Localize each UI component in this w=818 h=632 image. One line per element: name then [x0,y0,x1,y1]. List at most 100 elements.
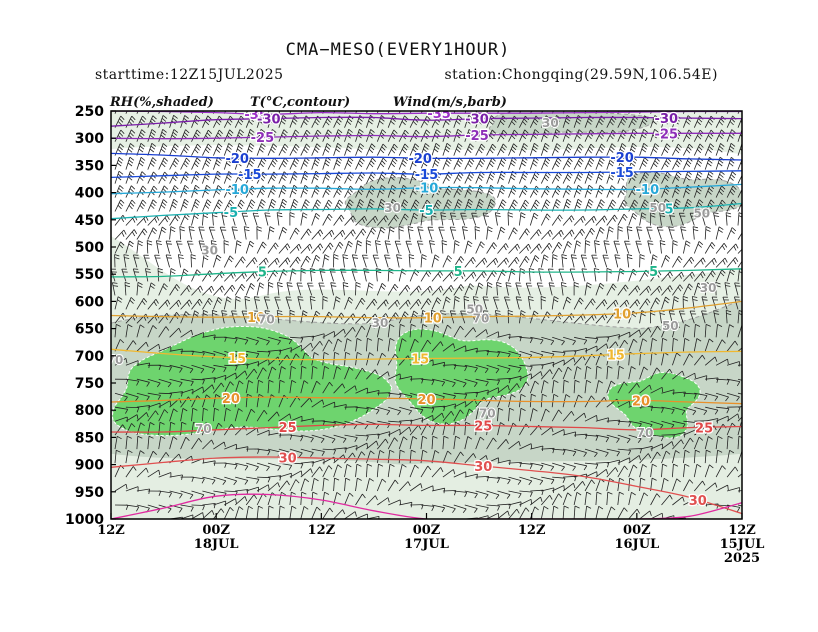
wind-barb [661,254,671,268]
wind-barb [431,254,440,268]
wind-barb [256,241,267,254]
temperature-contour [111,152,742,161]
wind-barb [158,490,172,498]
wind-barb [639,453,652,464]
temperature-contour-label: -15 [238,168,262,183]
wind-barb [475,378,489,387]
wind-barb [180,421,187,436]
wind-barb [672,284,684,296]
wind-barb [136,282,143,296]
wind-barb [453,401,467,408]
wind-barb [431,270,443,282]
wind-barb [453,471,467,478]
wind-barb [387,214,399,226]
wind-barb [147,435,154,450]
wind-barb [562,157,573,170]
wind-barb [617,299,630,310]
wind-barb [355,493,366,506]
wind-barb [213,500,227,507]
wind-barb [245,142,255,156]
wind-barb [442,271,455,282]
wind-barb [704,338,714,352]
wind-barb [246,462,259,472]
wind-barb [737,158,742,170]
wind-barb [398,464,407,478]
wind-barb [595,343,609,352]
wind-barb [453,392,468,399]
wind-barb [121,268,128,282]
wind-barb [606,214,618,226]
wind-barb [322,366,330,380]
wind-barb [300,365,307,380]
wind-barb [355,338,362,352]
wind-barb [300,434,314,443]
wind-barb [595,282,605,296]
wind-barb [169,268,176,282]
wind-barb [525,282,533,296]
wind-barb [344,452,356,464]
wind-barb [639,199,649,212]
wind-barb [190,254,197,268]
wind-barb [125,378,140,386]
wind-barb [417,226,424,240]
rh-contour-label: 30 [700,281,717,295]
wind-barb [464,453,477,464]
wind-barb [244,296,251,310]
wind-barb [519,498,532,506]
wind-barb [311,466,323,478]
wind-barb [453,504,467,514]
wind-barb [519,156,528,170]
wind-barb [715,449,723,464]
wind-barb [628,382,640,394]
wind-barb [552,336,565,346]
wind-barb [342,282,349,296]
wind-barb [125,129,136,142]
wind-barb [584,157,595,170]
wind-barb [661,337,668,352]
wind-barb [245,494,258,506]
wind-barb [355,143,365,156]
wind-barb [464,283,474,296]
wind-barb [683,463,690,478]
wind-barb [672,391,686,397]
wind-barb [431,142,441,156]
wind-barb [344,463,352,478]
wind-barb [727,378,741,387]
wind-barb [125,414,139,422]
wind-barb [241,212,248,226]
wind-barb [737,406,742,408]
wind-barb [574,336,588,345]
wind-barb [734,296,741,310]
wind-barb [584,448,598,458]
wind-barb [650,171,661,184]
wind-barb [441,240,448,254]
wind-barb [246,336,259,346]
wind-barb [377,299,389,310]
wind-barb [529,255,540,268]
wind-barb [672,271,684,282]
wind-barb [475,143,486,156]
wind-barb [552,485,565,492]
temperature-contour-label: -15 [610,166,634,181]
wind-barb [606,341,619,352]
wind-barb [169,436,178,450]
wind-barb [705,377,719,383]
temperature-contour-label: -10 [225,183,249,198]
wind-barb [442,343,456,352]
wind-barb [726,487,740,493]
wind-barb [427,226,434,240]
y-tick-label: 850 [75,430,104,446]
wind-barb [311,229,324,240]
wind-barb [551,296,559,310]
wind-barb [191,407,198,422]
wind-barb [234,156,244,170]
wind-barb [158,435,166,450]
x-tick-label: 00Z [202,523,230,538]
wind-barb [475,408,483,422]
wind-barb [453,364,468,372]
temperature-contour-label: -20 [408,152,432,167]
wind-barb [475,455,488,464]
wind-barb [191,476,205,484]
wind-barbs [111,111,742,519]
wind-barb [213,285,225,296]
